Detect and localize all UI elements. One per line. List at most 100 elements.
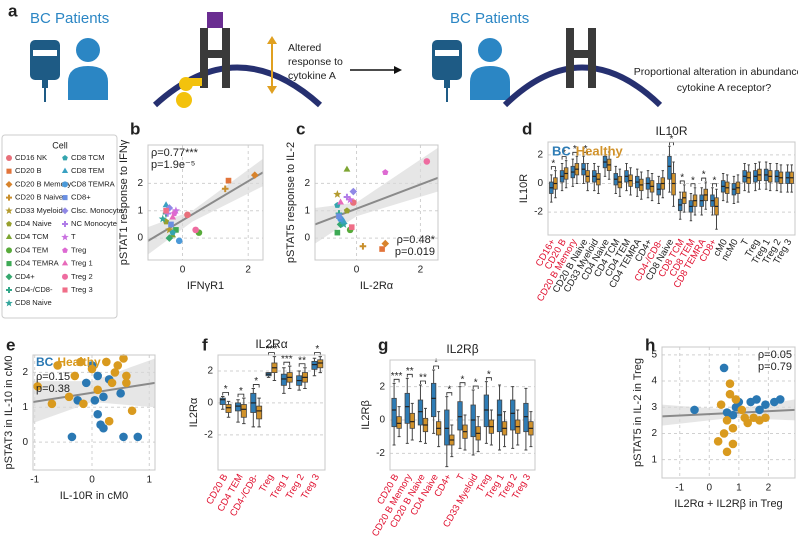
point xyxy=(359,243,367,250)
legend-marker xyxy=(5,299,13,307)
significance-bracket xyxy=(561,156,567,160)
significance-bracket xyxy=(433,365,440,369)
point xyxy=(382,169,389,176)
box xyxy=(235,402,242,412)
legend-label: CD16 NK xyxy=(15,153,47,162)
x-axis-label: IL-10R in cM0 xyxy=(60,490,128,502)
point xyxy=(737,405,747,415)
significance-bracket xyxy=(268,352,275,356)
point xyxy=(64,392,74,402)
box xyxy=(396,416,402,429)
diagram-text: cytokine A receptor? xyxy=(677,82,772,94)
legend-marker xyxy=(6,168,12,174)
point xyxy=(379,246,385,252)
panel-label: a xyxy=(8,1,18,20)
significance-label: * xyxy=(487,369,491,380)
y-axis-label: IL10R xyxy=(518,174,530,203)
box xyxy=(280,373,287,386)
point xyxy=(713,437,723,446)
legend-marker xyxy=(6,247,12,254)
box xyxy=(404,392,410,424)
point xyxy=(113,361,123,370)
receptor xyxy=(566,28,596,88)
point xyxy=(719,429,729,438)
point xyxy=(752,395,761,404)
y-tick-label: 1 xyxy=(651,454,657,465)
point xyxy=(728,410,738,420)
point xyxy=(165,204,174,212)
point xyxy=(104,416,114,426)
box xyxy=(457,401,463,431)
point xyxy=(53,361,62,370)
y-tick-label: 2 xyxy=(137,178,143,189)
significance-bracket xyxy=(583,151,589,156)
point xyxy=(719,363,729,373)
receptor-with-ligand xyxy=(176,12,230,108)
legend-label: CD8+ xyxy=(71,193,91,202)
significance-label: * xyxy=(551,158,555,169)
double-arrow xyxy=(267,36,277,94)
legend-marker xyxy=(62,221,68,227)
legend-marker xyxy=(5,206,13,214)
y-tick-label: 4 xyxy=(651,376,657,387)
y-tick-label: 2 xyxy=(537,150,543,161)
x-axis-label: IFNγR1 xyxy=(187,280,224,292)
x-tick-label: 1 xyxy=(736,483,742,494)
legend-label: CD20 B Memory xyxy=(15,179,71,188)
plot-frame xyxy=(147,144,264,261)
significance-label: * xyxy=(254,376,258,387)
significance-label: * xyxy=(702,170,706,181)
y-axis-label: pSTAT3 in IL-10 in cM0 xyxy=(3,356,15,470)
significance-bracket xyxy=(485,377,492,381)
legend-marker xyxy=(62,273,68,280)
legend-label: BC xyxy=(36,355,54,369)
significance-label: * xyxy=(315,344,319,355)
panel-label: g xyxy=(378,335,388,354)
significance-bracket xyxy=(572,151,578,156)
y-axis-label: IL2Rβ xyxy=(360,400,372,430)
stat-label: ρ=0.05 xyxy=(758,349,792,361)
y-axis-label: IL2Rα xyxy=(188,397,200,427)
panel-label: f xyxy=(202,335,208,354)
significance-label: * xyxy=(447,384,451,395)
point xyxy=(119,354,128,363)
legend-label: NC Monocyte xyxy=(71,219,117,228)
point xyxy=(90,396,100,405)
legend-marker xyxy=(61,207,69,215)
point xyxy=(99,392,108,402)
x-tick-label: T xyxy=(739,237,752,248)
point xyxy=(81,378,91,388)
box xyxy=(483,394,490,428)
y-tick-label: 5 xyxy=(651,350,657,361)
legend-label: CD4 Naive xyxy=(15,219,52,228)
point xyxy=(107,378,117,388)
panel-label: c xyxy=(296,119,305,138)
point xyxy=(336,213,342,219)
legend-marker xyxy=(6,221,12,227)
y-tick-label: 0 xyxy=(304,233,310,244)
legend-label: Clsc. Monocyte xyxy=(71,206,123,215)
legend-marker xyxy=(6,287,12,293)
stat-label: ρ=0.77*** xyxy=(151,147,199,159)
legend-label: CD8 Naive xyxy=(15,298,52,307)
legend-marker xyxy=(61,167,69,173)
stat-label: p=0.79 xyxy=(758,361,792,373)
significance-bracket xyxy=(406,373,413,378)
point xyxy=(728,439,738,449)
point xyxy=(775,395,785,404)
point xyxy=(169,229,176,236)
y-tick-label: 2 xyxy=(379,381,385,392)
legend-label: Treg 2 xyxy=(71,272,93,281)
legend-label: CD20 B xyxy=(15,166,42,175)
y-tick-label: 1 xyxy=(304,205,310,216)
membrane xyxy=(502,64,663,108)
significance-label: *** xyxy=(281,354,293,365)
legend-box xyxy=(1,134,118,319)
point xyxy=(110,368,120,377)
group-title: BC Patients xyxy=(450,10,529,27)
point xyxy=(99,423,108,433)
box xyxy=(523,402,529,433)
y-tick-label: 1 xyxy=(22,402,28,413)
legend-title: Cell xyxy=(52,140,68,150)
